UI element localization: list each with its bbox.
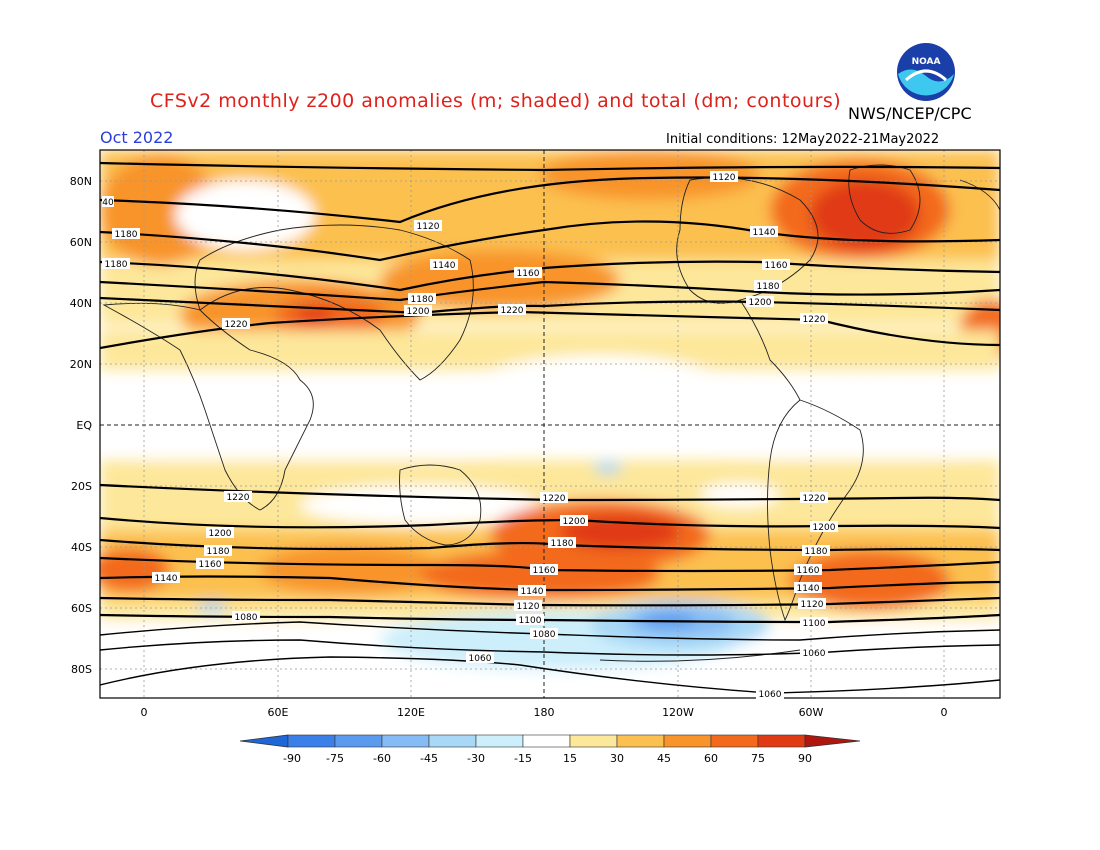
contour-label: 1060	[759, 690, 782, 700]
contour-label: 1220	[501, 306, 524, 316]
colorbar-tick: -90	[283, 752, 301, 765]
lon-label: 60W	[799, 706, 824, 719]
contour-label: 1140	[753, 228, 776, 238]
anomaly-shading	[100, 150, 1000, 698]
colorbar-swatch	[334, 734, 383, 748]
colorbar-swatch	[663, 734, 712, 748]
colorbar-swatch	[287, 734, 336, 748]
latitude-labels: 80N 60N 40N 20N EQ 20S 40S 60S 80S	[70, 175, 93, 676]
colorbar-swatch	[616, 734, 665, 748]
lat-label: 80N	[70, 175, 92, 188]
contour-label: 1120	[713, 173, 736, 183]
colorbar-arrow-left	[239, 734, 289, 748]
contour-label: 1140	[521, 587, 544, 597]
colorbar-tick: 30	[610, 752, 624, 765]
lon-label: 0	[941, 706, 948, 719]
contour-label: 1180	[105, 260, 128, 270]
colorbar-tick: -45	[420, 752, 438, 765]
contour-label: 1080	[533, 630, 556, 640]
contour-label: 1160	[533, 566, 556, 576]
colorbar-tick: 45	[657, 752, 671, 765]
colorbar-tick: 90	[798, 752, 812, 765]
contour-label: 1220	[803, 315, 826, 325]
contour-label: 1220	[225, 320, 248, 330]
contour-label: 1060	[469, 654, 492, 664]
colorbar-swatch	[522, 734, 571, 748]
contour-label: 1140	[797, 584, 820, 594]
lat-label: 60S	[71, 602, 92, 615]
contour-label: 1220	[227, 493, 250, 503]
map-frame	[99, 149, 1001, 699]
contour-label: 1180	[207, 547, 230, 557]
contour-label: 1220	[803, 494, 826, 504]
lat-label: 40N	[70, 297, 92, 310]
colorbar-arrow-right	[804, 734, 861, 748]
contour-label: 1120	[801, 600, 824, 610]
contour-label: 1200	[563, 517, 586, 527]
contour-label: 1180	[805, 547, 828, 557]
lon-label: 120W	[662, 706, 694, 719]
contour-label: 1080	[235, 613, 258, 623]
contour-label: 1100	[519, 616, 542, 626]
colorbar	[239, 734, 861, 748]
contour-label: 1220	[543, 494, 566, 504]
colorbar-tick-labels: -90 -75 -60 -45 -30 -15 15 30 45 60 75 9…	[283, 752, 812, 765]
colorbar-swatch	[710, 734, 759, 748]
contour-label: 1160	[765, 261, 788, 271]
lat-label: 20N	[70, 358, 92, 371]
contour-label: 1180	[551, 539, 574, 549]
contour-label: 1060	[803, 649, 826, 659]
colorbar-swatch	[428, 734, 477, 748]
lon-label: 60E	[268, 706, 289, 719]
forecast-month: Oct 2022	[100, 128, 174, 147]
initial-conditions-label: Initial conditions: 12May2022-21May2022	[666, 132, 940, 147]
lon-label: 180	[534, 706, 555, 719]
contour-label: 1140	[155, 574, 178, 584]
colorbar-swatch	[757, 734, 806, 748]
lat-label: 40S	[71, 541, 92, 554]
colorbar-swatch	[569, 734, 618, 748]
contour-label: 1140	[433, 261, 456, 271]
contour-label: 1200	[209, 529, 232, 539]
colorbar-tick: -15	[514, 752, 532, 765]
colorbar-tick: -30	[467, 752, 485, 765]
lon-label: 0	[141, 706, 148, 719]
chart-title: CFSv2 monthly z200 anomalies (m; shaded)…	[150, 90, 842, 112]
contour-label: 1160	[797, 566, 820, 576]
contour-label: 1120	[517, 602, 540, 612]
colorbar-swatch	[475, 734, 524, 748]
colorbar-tick: 15	[563, 752, 577, 765]
colorbar-tick: 60	[704, 752, 718, 765]
contour-label: 1200	[813, 523, 836, 533]
noaa-logo: NOAA	[897, 43, 955, 101]
colorbar-swatch	[381, 734, 430, 748]
contour-label: 1180	[411, 295, 434, 305]
organization-label: NWS/NCEP/CPC	[848, 104, 972, 123]
colorbar-tick: -75	[326, 752, 344, 765]
contour-labels: 40 1180 1180 1120 1120 1140 1140 1160 11…	[102, 171, 838, 700]
contour-label: 1180	[115, 230, 138, 240]
colorbar-tick: -60	[373, 752, 391, 765]
contour-label: 1180	[757, 282, 780, 292]
contour-label: 1160	[517, 269, 540, 279]
contour-label: 1200	[407, 307, 430, 317]
lat-label: 60N	[70, 236, 92, 249]
lat-label: 20S	[71, 480, 92, 493]
contour-label: 1160	[199, 560, 222, 570]
noaa-logo-text: NOAA	[912, 57, 941, 67]
lon-label: 120E	[397, 706, 425, 719]
contour-label: 1200	[749, 298, 772, 308]
contour-label: 40	[102, 198, 114, 208]
lat-label: EQ	[76, 419, 92, 432]
contour-label: 1120	[417, 222, 440, 232]
colorbar-tick: 75	[751, 752, 765, 765]
lat-label: 80S	[71, 663, 92, 676]
longitude-labels: 0 60E 120E 180 120W 60W 0	[141, 706, 948, 719]
coastlines	[102, 164, 1000, 662]
contour-label: 1100	[803, 619, 826, 629]
